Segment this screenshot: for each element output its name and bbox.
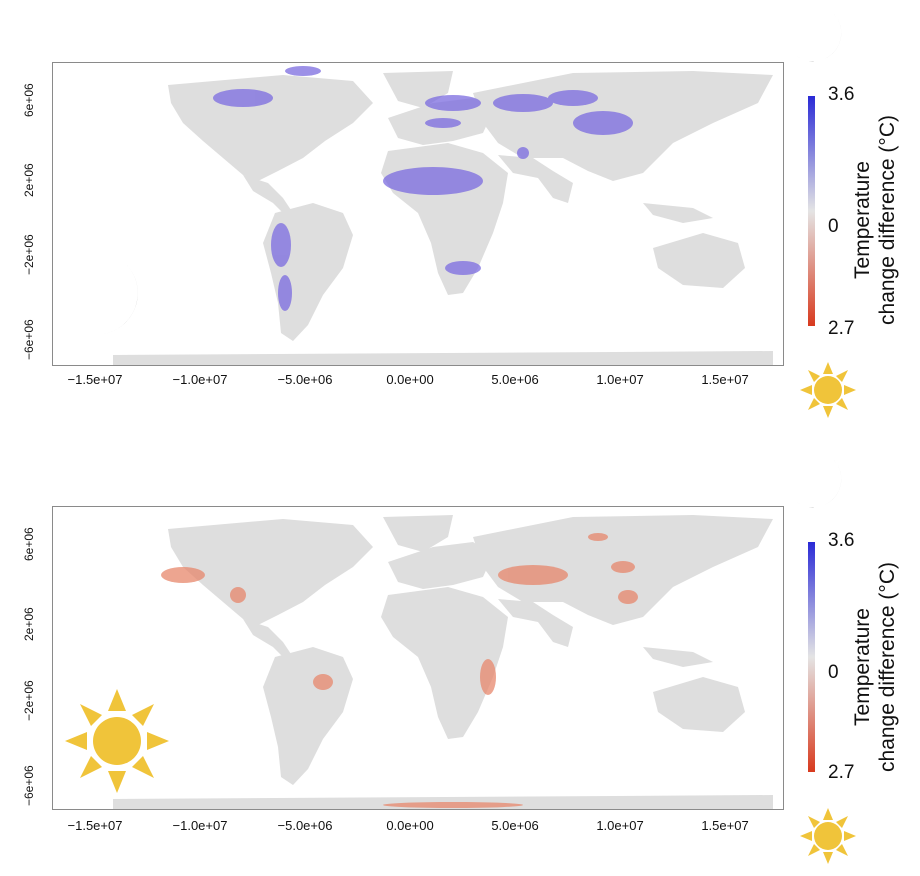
x-tick-label: 0.0e+00	[386, 372, 434, 387]
x-tick-label: 1.5e+07	[701, 818, 749, 833]
colorbar-min-label: 2.7	[828, 762, 855, 783]
x-tick-label: 1.0e+07	[596, 818, 644, 833]
x-tick-label: 5.0e+06	[491, 372, 539, 387]
world-map	[113, 515, 773, 809]
moon-icon	[68, 262, 138, 335]
world-map	[113, 66, 773, 365]
moon-icon	[794, 458, 842, 508]
map-panel-night: 6e+06 2e+06 −2e+06 −6e+06 −1.5e+07 −1.0e…	[22, 12, 899, 418]
colorbar-title: Temperature change difference (°C)	[851, 562, 899, 772]
x-tick-label: −1.5e+07	[67, 818, 123, 833]
colorbar-min-label: 2.7	[828, 318, 855, 339]
colorbar-title: Temperature change difference (°C)	[851, 115, 899, 325]
x-tick-label: −1.5e+07	[67, 372, 123, 387]
x-tick-label: −1.0e+07	[172, 372, 228, 387]
moon-icon	[794, 12, 842, 62]
hotspots-night	[213, 66, 633, 311]
y-tick-label: −6e+06	[22, 319, 36, 360]
x-tick-label: 1.0e+07	[596, 372, 644, 387]
colorbar	[808, 542, 815, 772]
y-tick-label: −2e+06	[22, 680, 36, 721]
colorbar-max-label: 3.6	[828, 530, 855, 551]
y-tick-label: 6e+06	[22, 527, 36, 561]
x-tick-label: −5.0e+06	[277, 372, 333, 387]
x-tick-label: −5.0e+06	[277, 818, 333, 833]
colorbar-zero-label: 0	[828, 216, 839, 237]
y-tick-label: 6e+06	[22, 83, 36, 117]
sun-icon	[65, 689, 169, 793]
map-panel-day: 6e+06 2e+06 −2e+06 −6e+06 −1.5e+07 −1.0e…	[0, 438, 920, 876]
map-plot-area	[52, 62, 784, 366]
colorbar-max-label: 3.6	[828, 84, 855, 105]
hotspots-day	[161, 533, 638, 808]
x-tick-label: 5.0e+06	[491, 818, 539, 833]
y-tick-label: 2e+06	[22, 607, 36, 641]
y-tick-label: −2e+06	[22, 234, 36, 275]
sun-icon	[800, 362, 856, 418]
x-tick-label: −1.0e+07	[172, 818, 228, 833]
colorbar	[808, 96, 815, 326]
sun-icon	[800, 808, 856, 864]
y-tick-label: −6e+06	[22, 765, 36, 806]
x-tick-label: 0.0e+00	[386, 818, 434, 833]
x-tick-label: 1.5e+07	[701, 372, 749, 387]
colorbar-zero-label: 0	[828, 662, 839, 683]
y-tick-label: 2e+06	[22, 163, 36, 197]
map-plot-area	[52, 506, 784, 810]
